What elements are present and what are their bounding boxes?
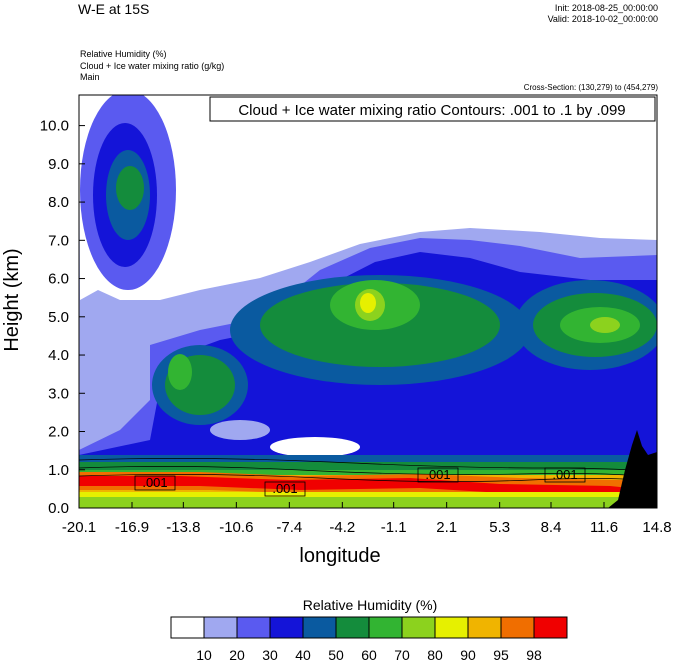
x-tick-label: 11.6 [590,519,618,536]
y-tick-label: 7.0 [48,232,69,249]
y-tick-label: 4.0 [48,347,69,364]
colorbar-swatch [467,616,502,639]
y-tick-label: 1.0 [48,462,69,479]
y-tick-label: 9.0 [48,156,69,173]
cloud-contours: .001 .001 .001 .001 [79,458,657,497]
cross-section-label: Cross-Section: (130,279) to (454,279) [523,83,658,92]
colorbar-swatch [302,616,337,639]
contour-line [79,466,657,479]
x-tick-label: 14.8 [642,519,671,536]
rh-dry-region [79,95,657,300]
contour-label: .001 [142,475,167,490]
colorbar-tick-label: 70 [394,647,410,663]
rh-saturated-band [79,476,630,494]
plot-frame [78,94,658,509]
colorbar-tick-label: 60 [361,647,377,663]
colorbar-tick-label: 80 [427,647,443,663]
contour-label: .001 [552,467,577,482]
colorbar-tick-label: 10 [196,647,212,663]
field-name-cloud: Cloud + Ice water mixing ratio (g/kg) [80,61,225,71]
colorbar-tick-label: 40 [295,647,311,663]
y-tick-label: 3.0 [48,385,69,402]
contour-label-box [264,481,306,497]
y-axis-label: Height (km) [1,248,23,351]
y-tick-label: 10.0 [40,118,69,135]
rh-region [116,166,144,210]
colorbar-swatch [434,616,469,639]
rh-region [168,354,192,390]
x-tick-label: -4.2 [329,519,355,536]
x-tick-label: -10.6 [219,519,253,536]
x-tick-label: -13.8 [166,519,200,536]
rh-region [210,420,270,440]
rh-dry-pocket [270,437,360,457]
y-tick-label: 8.0 [48,194,69,211]
x-axis-label: longitude [299,545,380,567]
x-tick-label: 8.4 [541,519,562,536]
contour-info-box [209,96,656,122]
colorbar-tick-label: 98 [526,647,542,663]
x-tick-label: 5.3 [489,519,510,536]
contour-line [79,458,657,473]
init-time: Init: 2018-08-25_00:00:00 [554,3,658,13]
x-tick-label: -16.9 [115,519,149,536]
colorbar-tick-label: 30 [262,647,278,663]
rh-region [590,317,620,333]
colorbar-tick-label: 95 [493,647,509,663]
plot-title: W-E at 15S [78,1,150,17]
x-axis: -20.1 -16.9 -13.8 -10.6 -7.4 -4.2 -1.1 2.1 5.3 8.… [62,502,672,536]
colorbar-swatch [533,616,568,639]
contour-label-box [417,467,459,483]
contour-label-box [544,467,586,483]
x-tick-label: -20.1 [62,519,96,536]
colorbar-swatch [203,616,238,639]
x-tick-label: -7.4 [276,519,302,536]
colorbar-swatch [335,616,370,639]
field-name-main: Main [80,72,100,82]
colorbar: 10 20 30 40 50 60 70 80 90 95 98 [170,616,568,663]
y-tick-label: 5.0 [48,309,69,326]
valid-time: Valid: 2018-10-02_00:00:00 [547,14,658,24]
colorbar-swatch [500,616,535,639]
colorbar-tick-label: 20 [229,647,245,663]
plot-area: .001 .001 .001 .001 [79,95,657,508]
colorbar-tick-label: 50 [328,647,344,663]
colorbar-swatch [401,616,436,639]
y-tick-label: 2.0 [48,424,69,441]
y-tick-label: 0.0 [48,500,69,517]
colorbar-swatch [170,616,205,639]
terrain [608,430,657,508]
contour-label: .001 [425,467,450,482]
contour-label: .001 [272,481,297,496]
colorbar-swatch [269,616,304,639]
y-axis: 0.0 1.0 2.0 3.0 4.0 5.0 6.0 7.0 8.0 9.0 10.0 [40,118,85,517]
contour-label-box [134,475,176,491]
rh-region [360,293,376,313]
x-tick-label: 2.1 [436,519,457,536]
rh-surface-layer [79,497,657,508]
contour-info-label: Cloud + Ice water mixing ratio Contours:… [238,102,625,119]
contour-line [79,474,657,483]
field-name-rh: Relative Humidity (%) [80,49,167,59]
colorbar-swatch [236,616,271,639]
colorbar-swatch [368,616,403,639]
colorbar-title: Relative Humidity (%) [303,597,438,613]
colorbar-tick-label: 90 [460,647,476,663]
y-tick-label: 6.0 [48,271,69,288]
x-tick-label: -1.1 [381,519,407,536]
